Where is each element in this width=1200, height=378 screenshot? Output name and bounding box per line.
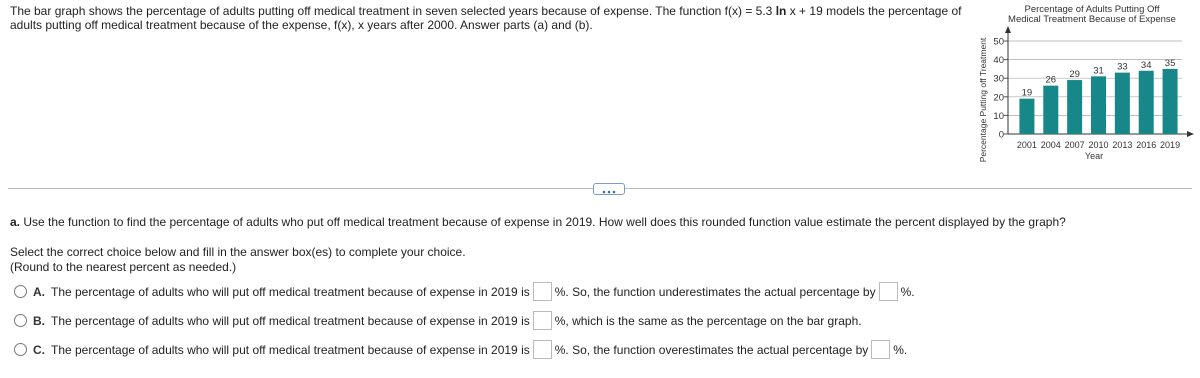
choice-text: %. So, the function overestimates the ac… [554, 342, 869, 357]
choice-text: %, which is the same as the percentage o… [554, 313, 862, 328]
choice-text: The percentage of adults who will put of… [51, 342, 530, 357]
dots-icon [602, 190, 616, 194]
y-tick-label: 10 [993, 111, 1004, 122]
radio-button[interactable] [14, 285, 27, 298]
choice-row: A. The percentage of adults who will put … [14, 282, 915, 301]
choice-row: B. The percentage of adults who will put … [14, 311, 862, 330]
intro-part: The bar graph shows the percentage of ad… [10, 4, 773, 18]
radio-button[interactable] [14, 314, 27, 327]
bar [1043, 85, 1059, 134]
bar [1162, 68, 1178, 134]
intro-text: The bar graph shows the percentage of ad… [10, 4, 965, 32]
x-tick-label: 2004 [1041, 140, 1061, 150]
question-text: Use the function to find the percentage … [23, 215, 1066, 229]
x-tick-label: 2001 [1017, 140, 1037, 150]
chart: Percentage of Adults Putting OffMedical … [978, 4, 1194, 162]
x-tick-label: 2016 [1136, 140, 1156, 150]
part-label: a. [10, 215, 21, 229]
bar [1091, 76, 1106, 134]
chart-title: Percentage of Adults Putting Off [1024, 4, 1159, 15]
choice-text: %. So, the function underestimates the a… [554, 284, 876, 299]
bar [1138, 70, 1154, 134]
chart-title: Medical Treatment Because of Expense [1008, 14, 1176, 25]
y-axis-arrow [1005, 26, 1011, 33]
value-label: 35 [1165, 58, 1176, 69]
x-tick-label: 2010 [1088, 140, 1108, 150]
x-tick-label: 2013 [1112, 140, 1132, 150]
choice-letter: A. [33, 284, 45, 299]
value-label: 34 [1141, 60, 1152, 71]
choice-text: %. [900, 284, 915, 299]
question: a. Use the function to find the percenta… [10, 215, 1066, 229]
choice-text: The percentage of adults who will put of… [51, 284, 530, 299]
y-tick-label: 0 [999, 130, 1004, 141]
choice-text: %. [893, 342, 908, 357]
answer-box[interactable] [532, 282, 552, 301]
choice-text: The percentage of adults who will put of… [51, 313, 530, 328]
value-label: 29 [1069, 69, 1080, 80]
instruction: Select the correct choice below and fill… [10, 245, 466, 259]
y-tick-label: 20 [993, 92, 1004, 103]
answer-box[interactable] [871, 340, 891, 359]
bar [1114, 72, 1130, 134]
expand-button[interactable] [593, 183, 625, 195]
y-tick-label: 40 [993, 55, 1004, 66]
y-tick-label: 50 [993, 37, 1004, 48]
x-tick-label: 2007 [1065, 140, 1085, 150]
answer-box[interactable] [532, 311, 552, 330]
value-label: 26 [1045, 75, 1056, 86]
bar [1019, 98, 1035, 134]
answer-box[interactable] [878, 282, 898, 301]
y-tick-label: 30 [993, 74, 1004, 85]
value-label: 19 [1022, 88, 1033, 99]
answer-box[interactable] [532, 340, 552, 359]
intro-bold: ln [775, 4, 787, 18]
value-label: 33 [1117, 62, 1128, 73]
instruction: (Round to the nearest percent as needed.… [10, 260, 237, 274]
choice-letter: C. [33, 342, 45, 357]
choice-letter: B. [33, 313, 45, 328]
radio-button[interactable] [14, 343, 27, 356]
bar [1067, 80, 1083, 134]
choice-row: C. The percentage of adults who will put … [14, 340, 907, 359]
x-tick-label: 2019 [1160, 140, 1180, 150]
value-label: 31 [1093, 65, 1104, 76]
y-axis-label: Percentage Putting off Treatment [978, 37, 988, 162]
x-axis-label: Year [1085, 151, 1103, 161]
intro-part: x + 19 models the percentage of adults p… [10, 4, 962, 32]
x-axis-arrow [1187, 131, 1194, 137]
